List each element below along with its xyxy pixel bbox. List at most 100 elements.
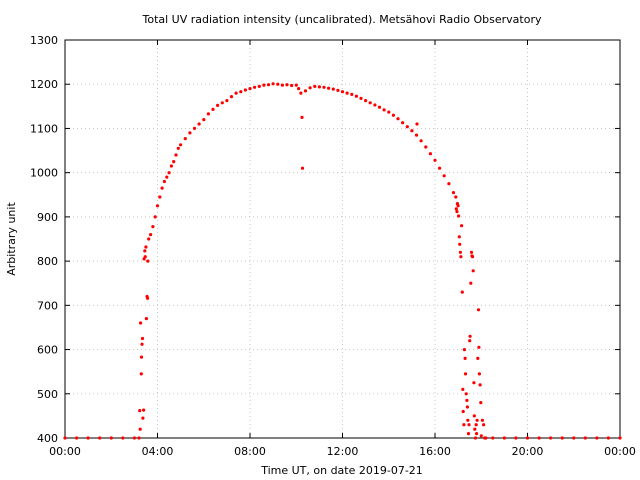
data-point	[271, 82, 275, 86]
data-point	[471, 269, 475, 273]
data-point	[280, 83, 284, 87]
data-point	[139, 321, 143, 325]
data-point	[188, 131, 192, 135]
data-point	[461, 387, 465, 391]
data-point	[466, 418, 470, 422]
data-point	[460, 224, 464, 228]
data-point	[211, 107, 215, 111]
data-point	[202, 118, 206, 122]
data-point	[297, 87, 301, 91]
data-point	[167, 171, 171, 175]
data-point	[206, 112, 210, 116]
data-point	[149, 233, 153, 237]
data-point	[345, 91, 349, 95]
data-point	[464, 392, 468, 396]
data-point	[220, 101, 224, 105]
data-point	[462, 348, 466, 352]
data-point	[447, 182, 451, 186]
data-point	[476, 308, 481, 312]
data-point	[618, 436, 622, 440]
data-point	[158, 195, 162, 199]
data-point	[476, 356, 480, 360]
data-point	[146, 259, 150, 263]
data-point	[560, 436, 564, 440]
data-point	[137, 436, 141, 440]
data-point	[350, 92, 354, 96]
gridlines	[65, 40, 620, 438]
data-point	[461, 409, 465, 414]
data-point	[140, 336, 145, 341]
x-tick-label: 00:00	[49, 445, 81, 458]
data-point	[468, 334, 472, 338]
data-point	[197, 122, 201, 126]
data-point	[243, 88, 247, 92]
y-tick-label: 900	[37, 211, 58, 224]
data-point	[98, 436, 102, 440]
data-point	[572, 436, 576, 440]
data-point	[424, 145, 428, 149]
data-point	[467, 423, 471, 427]
data-point	[176, 146, 180, 150]
data-point	[234, 91, 238, 95]
x-tick-label: 08:00	[234, 445, 266, 458]
data-point	[484, 436, 488, 440]
data-point	[303, 89, 308, 93]
data-point	[336, 88, 340, 92]
data-point	[300, 166, 305, 170]
data-point	[262, 83, 266, 87]
data-point	[364, 99, 368, 103]
data-point	[174, 153, 178, 157]
data-point	[442, 174, 446, 178]
data-point	[419, 139, 423, 143]
data-point	[387, 110, 391, 114]
data-point	[475, 418, 479, 422]
data-point	[354, 94, 358, 98]
data-point	[153, 215, 157, 219]
data-point	[253, 85, 257, 89]
data-point	[583, 436, 587, 440]
data-point	[138, 427, 142, 431]
data-point	[470, 255, 475, 259]
data-point	[216, 103, 220, 107]
data-point	[143, 255, 147, 259]
data-point	[595, 436, 599, 440]
data-point	[172, 160, 176, 164]
y-axis-label: Arbitrary unit	[5, 202, 18, 276]
data-point	[479, 401, 483, 405]
x-tick-label: 20:00	[512, 445, 544, 458]
data-point	[141, 416, 145, 420]
data-point	[460, 290, 464, 294]
data-point	[458, 250, 462, 254]
data-point	[229, 95, 234, 99]
x-tick-label: 12:00	[327, 445, 359, 458]
data-point	[454, 195, 458, 199]
data-point	[368, 101, 372, 105]
data-point	[266, 83, 271, 87]
data-point	[480, 418, 484, 422]
data-point	[165, 175, 169, 179]
data-point	[401, 121, 405, 125]
data-point	[143, 249, 147, 253]
data-point	[462, 423, 466, 427]
data-point	[160, 186, 164, 190]
data-point	[466, 432, 471, 436]
data-point	[138, 409, 142, 413]
data-point	[405, 125, 409, 129]
data-point	[477, 372, 481, 376]
y-tick-label: 1100	[30, 122, 58, 135]
data-point	[308, 86, 312, 90]
data-point	[139, 355, 144, 359]
y-tick-label: 1200	[30, 78, 58, 91]
data-point	[290, 83, 294, 88]
data-point	[606, 436, 611, 440]
data-point	[478, 383, 482, 387]
data-point	[410, 129, 414, 133]
data-point	[473, 427, 477, 431]
data-point	[162, 179, 166, 184]
data-point	[225, 99, 229, 103]
data-point	[514, 436, 518, 440]
data-point	[479, 434, 483, 438]
axis-ticks	[64, 39, 621, 439]
data-point	[468, 339, 472, 343]
data-point	[144, 245, 148, 249]
